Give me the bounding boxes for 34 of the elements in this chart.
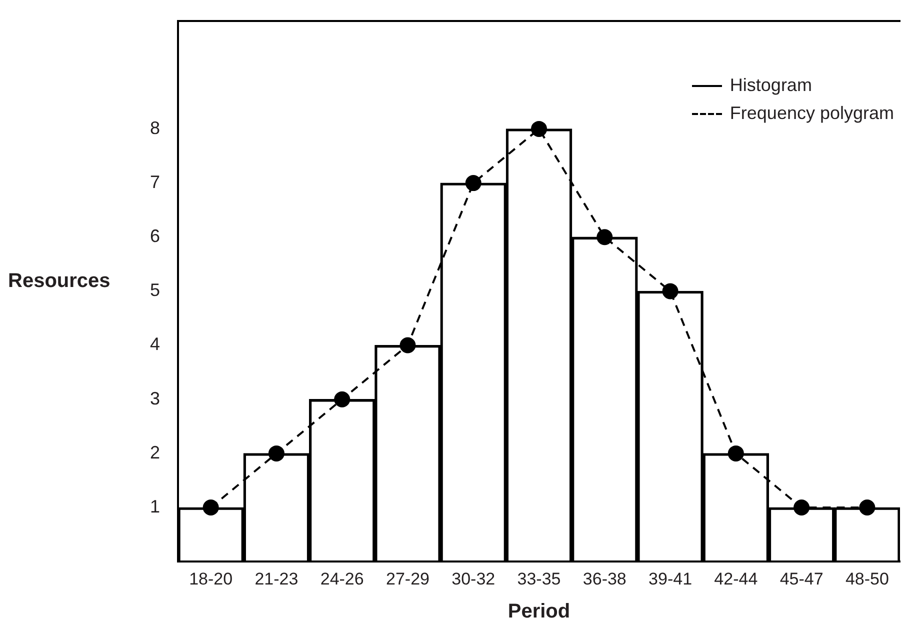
y-tick-label: 4 [150, 334, 160, 354]
point [465, 175, 482, 192]
point [794, 500, 810, 516]
y-tick-label: 5 [150, 280, 160, 300]
point [400, 337, 416, 354]
point [531, 120, 548, 137]
legend-label: Histogram [730, 74, 812, 95]
point [596, 229, 613, 246]
y-tick-label: 6 [150, 226, 160, 246]
point [728, 445, 744, 462]
y-tick-label: 3 [150, 388, 160, 408]
point [334, 391, 350, 408]
point [859, 500, 876, 516]
x-tick-label: 42-44 [714, 569, 758, 588]
y-tick-label: 7 [150, 172, 160, 192]
x-tick-label: 39-41 [648, 569, 692, 588]
point [268, 445, 284, 462]
x-tick-label: 48-50 [845, 569, 889, 588]
x-tick-label: 30-32 [452, 569, 496, 588]
x-tick-label: 33-35 [517, 569, 561, 588]
legend-label: Frequency polygram [730, 102, 894, 123]
x-axis-title: Period [508, 600, 570, 623]
y-tick-label: 8 [150, 118, 160, 138]
y-tick-label: 1 [150, 496, 160, 516]
y-tick-label: 2 [150, 442, 160, 462]
point [202, 500, 219, 516]
x-tick-label: 24-26 [320, 569, 364, 588]
x-tick-label: 45-47 [780, 569, 824, 588]
y-axis-title: Resources [8, 270, 110, 293]
x-tick-label: 18-20 [189, 569, 233, 588]
x-tick-label: 27-29 [386, 569, 430, 588]
point [662, 283, 678, 300]
x-tick-label: 36-38 [582, 569, 626, 588]
x-tick-label: 21-23 [254, 569, 298, 588]
